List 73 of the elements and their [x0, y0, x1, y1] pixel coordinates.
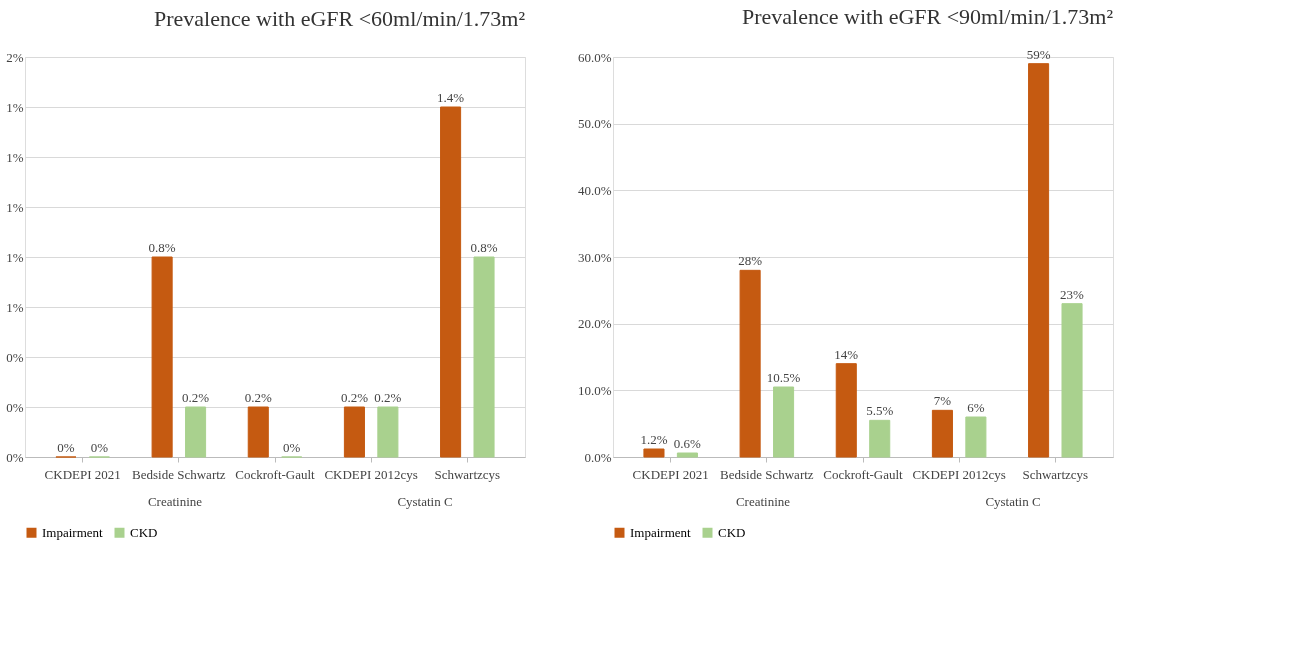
data-label: 23%: [1060, 286, 1085, 302]
data-label: 28%: [738, 253, 763, 269]
data-label: 0%: [283, 440, 301, 455]
x-tick-label: Bedside Schwartz: [132, 466, 226, 482]
data-label: 6%: [967, 400, 985, 415]
text: Cystatin C: [397, 494, 453, 509]
y-tick-label: 10.0%: [577, 382, 612, 398]
text: Cystatin C: [985, 494, 1041, 509]
y-tick-label: 1%: [6, 99, 24, 115]
data-label: 0%: [90, 440, 109, 455]
data-label: 0.6%: [673, 436, 702, 451]
legend-label: Impairment: [630, 524, 692, 540]
x-tick-label: CKDEPI 2012cys: [324, 466, 418, 482]
data-label: 59%: [1026, 46, 1051, 62]
bar: [965, 416, 987, 458]
y-tick-label: 0.0%: [584, 449, 612, 465]
x-tick-label: CKDEPI 2012cys: [912, 466, 1006, 482]
chart-title: Prevalence with eGFR <60ml/min/1.73m²: [154, 6, 526, 31]
bar: [869, 419, 891, 458]
bar: [676, 452, 698, 458]
bar: [1061, 303, 1083, 458]
data-label: 0.2%: [340, 390, 369, 405]
data-label: 1.4%: [437, 90, 465, 105]
x-tick-label: Schwartzcys: [434, 466, 501, 482]
y-tick-label: 2%: [6, 49, 24, 65]
data-label: 14%: [834, 346, 859, 362]
chart-title: Prevalence with eGFR <90ml/min/1.73m²: [742, 3, 1114, 29]
y-tick-label: 20.0%: [577, 316, 612, 332]
y-tick-label: 0%: [6, 449, 24, 465]
bar: [643, 448, 665, 458]
bar: [931, 409, 953, 458]
data-label: 0%: [57, 440, 75, 455]
y-tick-label: 1%: [6, 299, 24, 315]
bar: [440, 106, 462, 458]
x-tick-label: Schwartzcys: [1022, 466, 1089, 482]
y-tick-label: 30.0%: [577, 249, 612, 265]
data-label: 5.5%: [866, 403, 894, 419]
data-label: 0.2%: [244, 390, 272, 405]
y-tick-label: 50.0%: [577, 116, 612, 132]
bar: [151, 256, 173, 458]
legend-label: CKD: [718, 524, 746, 540]
x-tick-label: CKDEPI 2021: [632, 466, 709, 482]
bar: [739, 269, 761, 458]
data-label: 7%: [933, 393, 952, 409]
bar: [773, 386, 795, 458]
data-label: 0.8%: [470, 240, 498, 255]
y-tick-label: 0%: [6, 349, 24, 365]
y-tick-label: 40.0%: [577, 182, 612, 198]
y-tick-label: 1%: [6, 149, 24, 165]
bar: [377, 406, 399, 458]
text: Creatinine: [735, 494, 791, 509]
data-label: 1.2%: [640, 432, 668, 447]
x-tick-label: Bedside Schwartz: [720, 466, 814, 482]
y-tick-label: 0%: [6, 399, 24, 415]
legend-label: CKD: [130, 524, 158, 540]
x-tick-label: Cockroft-Gault: [823, 466, 904, 482]
data-label: 0.8%: [148, 240, 176, 255]
x-tick-label: Cockroft-Gault: [235, 466, 316, 482]
bar: [343, 406, 365, 458]
y-tick-label: 1%: [6, 199, 24, 215]
bar: [185, 406, 207, 458]
bar: [247, 406, 269, 458]
bar: [473, 256, 495, 458]
y-tick-label: 1%: [6, 249, 24, 265]
data-label: 0.2%: [374, 390, 402, 405]
text: Creatinine: [147, 494, 203, 509]
data-label: 0.2%: [182, 390, 210, 405]
x-tick-label: CKDEPI 2021: [44, 466, 121, 482]
bar: [835, 363, 857, 458]
data-label: 10.5%: [766, 370, 801, 385]
legend-label: Impairment: [42, 524, 104, 540]
bar: [1028, 63, 1050, 458]
y-tick-label: 60.0%: [577, 49, 612, 65]
